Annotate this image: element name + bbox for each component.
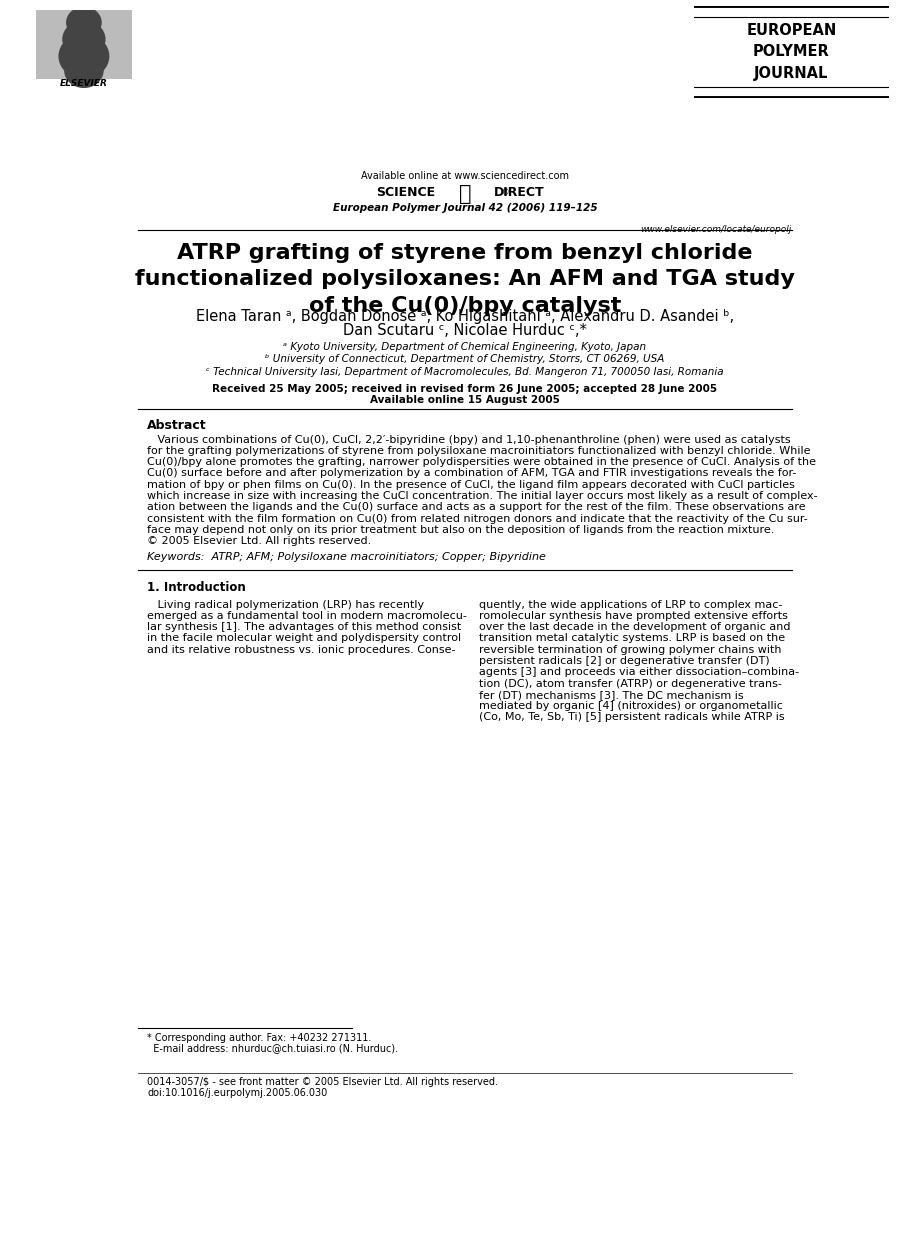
- Text: doi:10.1016/j.eurpolymj.2005.06.030: doi:10.1016/j.eurpolymj.2005.06.030: [147, 1087, 327, 1098]
- Text: Abstract: Abstract: [147, 420, 207, 432]
- Text: JOURNAL: JOURNAL: [754, 67, 829, 82]
- Text: European Polymer Journal 42 (2006) 119–125: European Polymer Journal 42 (2006) 119–1…: [333, 203, 597, 213]
- Text: * Corresponding author. Fax: +40232 271311.: * Corresponding author. Fax: +40232 2713…: [147, 1034, 372, 1044]
- Text: transition metal catalytic systems. LRP is based on the: transition metal catalytic systems. LRP …: [479, 634, 785, 644]
- Circle shape: [67, 7, 101, 37]
- Text: Dan Scutaru ᶜ, Nicolae Hurduc ᶜ,*: Dan Scutaru ᶜ, Nicolae Hurduc ᶜ,*: [343, 323, 587, 338]
- Text: DIRECT: DIRECT: [494, 186, 545, 199]
- Text: © 2005 Elsevier Ltd. All rights reserved.: © 2005 Elsevier Ltd. All rights reserved…: [147, 536, 371, 546]
- Text: emerged as a fundamental tool in modern macromolecu-: emerged as a fundamental tool in modern …: [147, 610, 467, 621]
- Text: EUROPEAN: EUROPEAN: [746, 22, 836, 37]
- Text: ᵇ University of Connecticut, Department of Chemistry, Storrs, CT 06269, USA: ᵇ University of Connecticut, Department …: [265, 354, 665, 364]
- Text: which increase in size with increasing the CuCl concentration. The initial layer: which increase in size with increasing t…: [147, 491, 818, 501]
- Text: POLYMER: POLYMER: [753, 45, 830, 59]
- Text: in the facile molecular weight and polydispersity control: in the facile molecular weight and polyd…: [147, 634, 462, 644]
- Text: ®: ®: [502, 188, 510, 197]
- Bar: [78, 67, 90, 79]
- Text: over the last decade in the development of organic and: over the last decade in the development …: [479, 623, 790, 633]
- Text: romolecular synthesis have prompted extensive efforts: romolecular synthesis have prompted exte…: [479, 610, 788, 621]
- Text: Various combinations of Cu(0), CuCl, 2,2′-bipyridine (bpy) and 1,10-phenanthroli: Various combinations of Cu(0), CuCl, 2,2…: [147, 435, 791, 444]
- Text: Elena Taran ᵃ, Bogdan Donose ᵃ, Ko Higashitani ᵃ, Alexandru D. Asandei ᵇ,: Elena Taran ᵃ, Bogdan Donose ᵃ, Ko Higas…: [196, 308, 734, 323]
- Text: 1. Introduction: 1. Introduction: [147, 582, 246, 594]
- Bar: [36, 10, 132, 79]
- Text: reversible termination of growing polymer chains with: reversible termination of growing polyme…: [479, 645, 782, 655]
- Text: www.elsevier.com/locate/europolj: www.elsevier.com/locate/europolj: [640, 225, 792, 234]
- Text: agents [3] and proceeds via either dissociation–combina-: agents [3] and proceeds via either disso…: [479, 667, 799, 677]
- Text: (Co, Mo, Te, Sb, Ti) [5] persistent radicals while ATRP is: (Co, Mo, Te, Sb, Ti) [5] persistent radi…: [479, 713, 785, 723]
- Text: SCIENCE: SCIENCE: [376, 186, 435, 199]
- Text: ELSEVIER: ELSEVIER: [60, 79, 108, 88]
- Text: Received 25 May 2005; received in revised form 26 June 2005; accepted 28 June 20: Received 25 May 2005; received in revise…: [212, 384, 717, 394]
- Text: quently, the wide applications of LRP to complex mac-: quently, the wide applications of LRP to…: [479, 599, 782, 609]
- Text: ation between the ligands and the Cu(0) surface and acts as a support for the re: ation between the ligands and the Cu(0) …: [147, 503, 805, 513]
- Circle shape: [65, 53, 102, 88]
- Text: mation of bpy or phen films on Cu(0). In the presence of CuCl, the ligand film a: mation of bpy or phen films on Cu(0). In…: [147, 479, 795, 490]
- Text: E-mail address: nhurduc@ch.tuiasi.ro (N. Hurduc).: E-mail address: nhurduc@ch.tuiasi.ro (N.…: [147, 1042, 398, 1052]
- Text: face may depend not only on its prior treatment but also on the deposition of li: face may depend not only on its prior tr…: [147, 525, 775, 535]
- Text: persistent radicals [2] or degenerative transfer (DT): persistent radicals [2] or degenerative …: [479, 656, 769, 666]
- Text: ᶜ Technical University Iasi, Department of Macromolecules, Bd. Mangeron 71, 7000: ᶜ Technical University Iasi, Department …: [206, 366, 724, 376]
- Text: Cu(0) surface before and after polymerization by a combination of AFM, TGA and F: Cu(0) surface before and after polymeriz…: [147, 468, 796, 478]
- Text: consistent with the film formation on Cu(0) from related nitrogen donors and ind: consistent with the film formation on Cu…: [147, 514, 808, 524]
- Text: tion (DC), atom transfer (ATRP) or degenerative trans-: tion (DC), atom transfer (ATRP) or degen…: [479, 678, 782, 688]
- Text: 0014-3057/$ - see front matter © 2005 Elsevier Ltd. All rights reserved.: 0014-3057/$ - see front matter © 2005 El…: [147, 1077, 498, 1087]
- Circle shape: [59, 35, 109, 78]
- Text: for the grafting polymerizations of styrene from polysiloxane macroinitiators fu: for the grafting polymerizations of styr…: [147, 446, 811, 456]
- Text: fer (DT) mechanisms [3]. The DC mechanism is: fer (DT) mechanisms [3]. The DC mechanis…: [479, 690, 744, 699]
- Text: Available online 15 August 2005: Available online 15 August 2005: [370, 395, 560, 406]
- Text: ᵃ Kyoto University, Department of Chemical Engineering, Kyoto, Japan: ᵃ Kyoto University, Department of Chemic…: [283, 342, 647, 352]
- Text: ATRP grafting of styrene from benzyl chloride
functionalized polysiloxanes: An A: ATRP grafting of styrene from benzyl chl…: [135, 243, 795, 316]
- Text: and its relative robustness vs. ionic procedures. Conse-: and its relative robustness vs. ionic pr…: [147, 645, 455, 655]
- Text: ⓐ: ⓐ: [459, 184, 471, 204]
- Text: mediated by organic [4] (nitroxides) or organometallic: mediated by organic [4] (nitroxides) or …: [479, 701, 783, 711]
- Text: Keywords:  ATRP; AFM; Polysiloxane macroinitiators; Copper; Bipyridine: Keywords: ATRP; AFM; Polysiloxane macroi…: [147, 552, 546, 562]
- Text: Available online at www.sciencedirect.com: Available online at www.sciencedirect.co…: [361, 171, 569, 182]
- Text: Cu(0)/bpy alone promotes the grafting, narrower polydispersities were obtained i: Cu(0)/bpy alone promotes the grafting, n…: [147, 457, 816, 467]
- Text: lar synthesis [1]. The advantages of this method consist: lar synthesis [1]. The advantages of thi…: [147, 623, 462, 633]
- Text: Living radical polymerization (LRP) has recently: Living radical polymerization (LRP) has …: [147, 599, 424, 609]
- Circle shape: [63, 21, 105, 58]
